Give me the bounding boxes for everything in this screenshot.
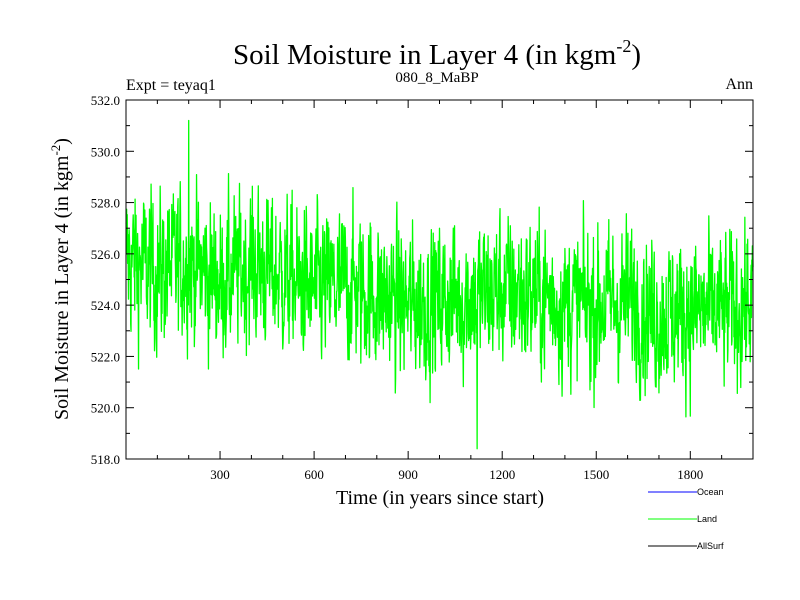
series-layer: [125, 119, 754, 450]
y-axis-label: Soil Moisture in Layer 4 (in kgm-2): [48, 138, 73, 420]
ticks-layer: 300 600 900 1200 1500 1800 518.0 520.0 522.0 524.…: [91, 93, 753, 482]
y-tick-label: 532.0: [91, 93, 120, 108]
legend: Ocean Land AllSurf: [648, 487, 724, 551]
x-axis-label: Time (in years since start): [336, 487, 544, 509]
x-tick-label: 1200: [489, 467, 515, 482]
legend-allsurf-label: AllSurf: [697, 541, 724, 551]
y-tick-label: 524.0: [91, 298, 120, 313]
series-line-land: [125, 119, 754, 450]
period-label: 080_8_MaBP: [395, 70, 478, 86]
x-tick-label: 300: [210, 467, 230, 482]
y-tick-label: 526.0: [91, 247, 120, 262]
legend-ocean-label: Ocean: [697, 487, 724, 497]
chart-title: Soil Moisture in Layer 4 (in kgm-2): [233, 36, 641, 71]
y-tick-label: 530.0: [91, 144, 120, 159]
plot-frame: [125, 99, 754, 460]
x-tick-label: 600: [304, 467, 324, 482]
x-tick-label: 1800: [677, 467, 703, 482]
experiment-label: Expt = teyaq1: [126, 77, 216, 94]
y-tick-label: 528.0: [91, 196, 120, 211]
y-tick-label: 518.0: [91, 452, 120, 467]
legend-land-label: Land: [697, 514, 717, 524]
y-tick-label: 522.0: [91, 349, 120, 364]
y-tick-label: 520.0: [91, 401, 120, 416]
x-tick-label: 900: [398, 467, 418, 482]
x-tick-label: 1500: [583, 467, 609, 482]
season-label: Ann: [725, 76, 753, 93]
